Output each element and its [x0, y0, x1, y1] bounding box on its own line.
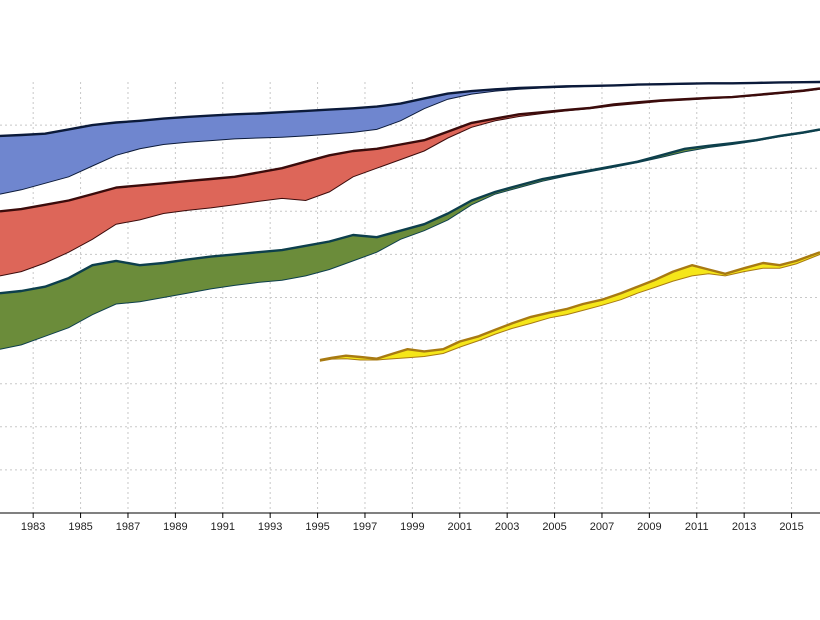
x-tick-label: 1991	[211, 521, 235, 533]
series-band-1	[0, 80, 820, 195]
series-upper-line	[319, 251, 820, 362]
series-lower-line	[319, 253, 820, 362]
x-tick-label: 2013	[732, 521, 756, 533]
x-tick-label: 1999	[400, 521, 424, 533]
series-lower-line	[0, 129, 820, 350]
series-upper-line	[0, 80, 820, 138]
x-tick-label: 2003	[495, 521, 519, 533]
x-tick-label: 2011	[685, 521, 709, 533]
x-tick-label: 2015	[779, 521, 803, 533]
x-tick-label: 1997	[353, 521, 377, 533]
series-upper-line	[0, 128, 820, 295]
series-band-fill	[0, 82, 820, 195]
x-axis: 1983 1985 1987 1989 1991 1993 1995 1997 1999 2001…	[0, 512, 820, 533]
x-tick-label: 1983	[21, 521, 45, 533]
plot-area	[0, 80, 820, 362]
series-band-3	[0, 128, 820, 350]
x-tick-label: 1985	[68, 521, 92, 533]
x-tick-label: 1993	[258, 521, 282, 533]
x-tick-label: 1995	[305, 521, 329, 533]
x-tick-label: 1987	[116, 521, 140, 533]
x-tick-label: 2007	[590, 521, 614, 533]
x-tick-label: 1989	[163, 521, 187, 533]
series-upper-line	[0, 87, 820, 213]
x-tick-label: 2009	[637, 521, 661, 533]
series-band-4	[319, 251, 820, 362]
series-band-2	[0, 87, 820, 277]
x-tick-label: 2005	[542, 521, 566, 533]
x-tick-label: 2001	[448, 521, 472, 533]
